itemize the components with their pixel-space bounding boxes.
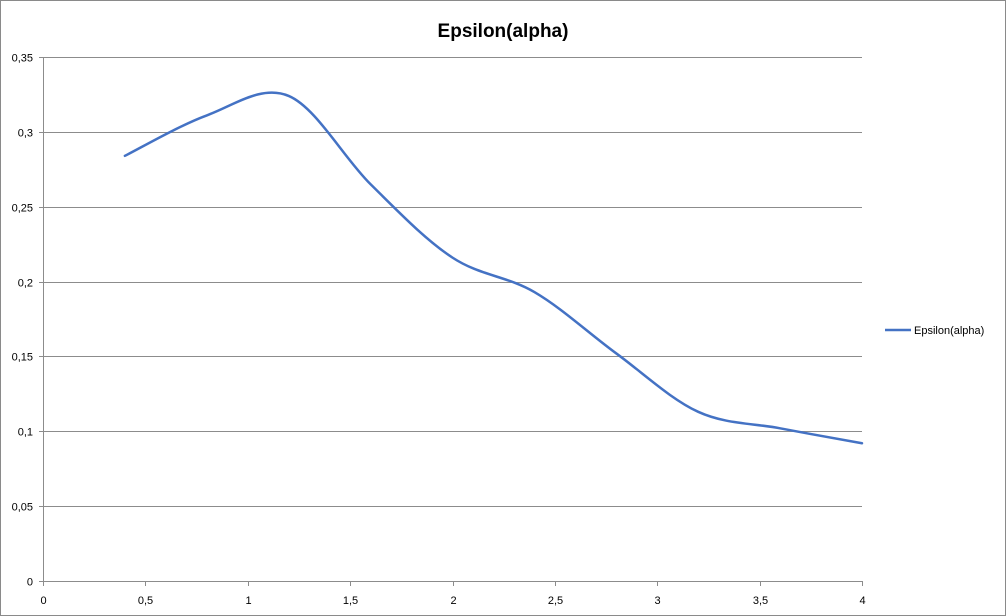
gridlines [43,57,862,507]
series-line [123,91,864,445]
y-tick-label: 0,15 [12,352,33,364]
y-tick-label: 0,3 [18,128,33,140]
x-tick-label: 2 [450,595,456,607]
y-tick-label: 0,2 [18,278,33,290]
x-tick-label: 1 [245,595,251,607]
y-tick-label: 0 [27,577,33,589]
legend-label: Epsilon(alpha) [914,325,984,337]
legend: Epsilon(alpha) [885,325,984,337]
x-tick-label: 2,5 [548,595,563,607]
y-tick-label: 0,35 [12,53,33,65]
x-tick-label: 3,5 [753,595,768,607]
x-tick-label: 1,5 [343,595,358,607]
x-tick-label: 3 [654,595,660,607]
x-tick-label: 0 [40,595,46,607]
axes: 0 0,05 0,1 0,15 0,2 0,25 0,3 0,35 0 0,5 1 1,5 2 2,5 3 3… [12,53,866,608]
y-tick-label: 0,25 [12,203,33,215]
chart-title: Epsilon(alpha) [438,21,569,42]
x-tick-label: 4 [859,595,865,607]
y-tick-label: 0,1 [18,427,33,439]
y-tick-label: 0,05 [12,502,33,514]
series-layer [123,91,864,445]
x-tick-label: 0,5 [138,595,153,607]
